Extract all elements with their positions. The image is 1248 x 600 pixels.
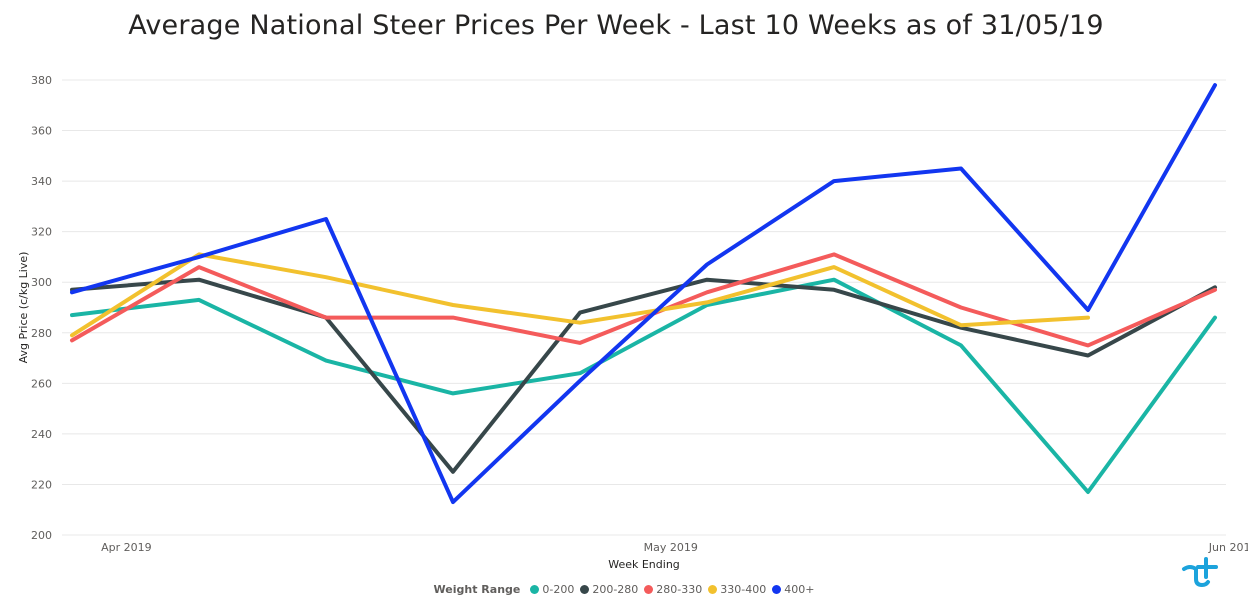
y-tick-label: 360 — [31, 125, 52, 138]
legend-title: Weight Range — [433, 582, 521, 596]
series-line-200-280[interactable] — [70, 277, 1217, 474]
x-tick-label: Apr 2019 — [101, 541, 152, 554]
y-tick-label: 280 — [31, 327, 52, 340]
legend-item-330-400[interactable]: 330-400 — [708, 583, 766, 596]
legend-marker — [530, 584, 540, 594]
legend-marker — [772, 584, 782, 594]
x-tick-label: May 2019 — [644, 541, 698, 554]
y-tick-label: 260 — [31, 377, 52, 390]
y-tick-label: 200 — [31, 529, 52, 542]
x-tick-label: Jun 2019 — [1208, 541, 1248, 554]
y-tick-label: 340 — [31, 175, 52, 188]
legend-label: 200-280 — [592, 582, 639, 596]
legend-label: 400+ — [784, 582, 815, 596]
legend-marker — [708, 584, 718, 594]
legend-item-280-330[interactable]: 280-330 — [644, 583, 702, 596]
legend-label: 280-330 — [656, 582, 703, 596]
brand-logo-icon — [1182, 557, 1218, 588]
y-tick-label: 300 — [31, 276, 52, 289]
series-line-330-400[interactable] — [70, 252, 1090, 338]
legend-item-0-200[interactable]: 0-200 — [530, 583, 574, 596]
y-axis-title: Avg Price (c/kg Live) — [17, 252, 30, 364]
chart-title: Average National Steer Prices Per Week -… — [128, 10, 1104, 41]
legend-label: 0-200 — [542, 582, 575, 596]
legend-label: 330-400 — [720, 582, 767, 596]
x-axis-title: Week Ending — [608, 558, 680, 571]
y-tick-label: 320 — [31, 226, 52, 239]
series-line-280-330[interactable] — [70, 252, 1217, 348]
y-tick-label: 220 — [31, 478, 52, 491]
y-tick-label: 380 — [31, 74, 52, 87]
y-tick-label: 240 — [31, 428, 52, 441]
series-line-0-200[interactable] — [70, 277, 1217, 494]
legend-item-200-280[interactable]: 200-280 — [580, 583, 638, 596]
legend-marker — [644, 584, 654, 594]
legend: Weight Range 0-200 200-280 280-330 330-400 4… — [0, 580, 1248, 598]
legend-item-400+[interactable]: 400+ — [772, 583, 814, 596]
legend-marker — [580, 584, 590, 594]
series-line-400+[interactable] — [70, 83, 1217, 505]
